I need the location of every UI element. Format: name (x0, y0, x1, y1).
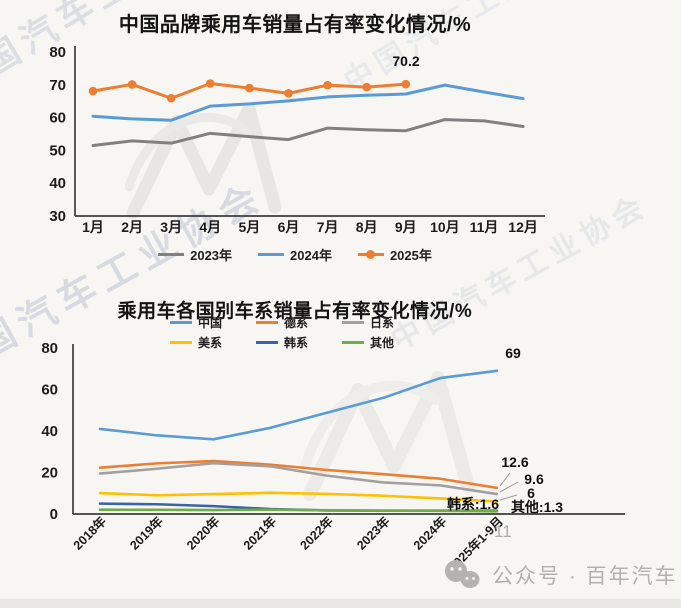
svg-text:60: 60 (49, 110, 66, 127)
svg-text:20: 20 (41, 465, 58, 482)
bottom-chart-value-label-american: 6 (527, 485, 535, 501)
svg-text:2023年: 2023年 (354, 513, 393, 552)
svg-text:80: 80 (41, 340, 58, 357)
bottom-chart-value-label-korean: 韩系:1.6 (446, 496, 500, 512)
svg-text:2020年: 2020年 (183, 513, 222, 552)
legend-item-2025: 2025年 (357, 245, 432, 264)
legend-label: 美系 (198, 336, 223, 350)
svg-text:9月: 9月 (395, 219, 417, 235)
svg-text:40: 40 (49, 175, 66, 192)
legend-line-swatch (158, 253, 185, 256)
top-chart-title: 中国品牌乘用车销量占有率变化情况/% (118, 14, 472, 36)
svg-text:60: 60 (41, 382, 58, 399)
legend-line-swatch (258, 253, 285, 256)
footer: 公众号 · 百年汽车 (442, 558, 678, 592)
svg-text:12月: 12月 (508, 219, 538, 235)
legend-item-china: 中国 (170, 314, 256, 331)
legend-item-korean: 韩系 (256, 334, 342, 351)
legend-line-swatch (342, 341, 364, 344)
svg-text:80: 80 (49, 44, 66, 61)
svg-text:10月: 10月 (430, 219, 460, 235)
legend-line-swatch (357, 250, 384, 259)
legend-label: 2023年 (190, 248, 233, 263)
legend-label: 其他 (370, 336, 395, 350)
svg-text:8月: 8月 (356, 219, 378, 235)
legend-label: 中国 (198, 316, 223, 330)
legend-label: 韩系 (284, 336, 309, 350)
legend-item-2024: 2024年 (258, 245, 332, 264)
svg-text:6月: 6月 (278, 219, 300, 235)
svg-text:11月: 11月 (470, 219, 499, 235)
legend-item-german: 德系 (256, 314, 342, 331)
page-number: 11 (494, 522, 512, 541)
top-chart-value-label: 70.2 (392, 53, 420, 69)
bottom-edge-strip (0, 599, 681, 608)
legend-item-american: 美系 (170, 334, 256, 351)
wechat-icon (445, 560, 480, 588)
svg-text:2021年: 2021年 (240, 513, 279, 552)
legend-line-swatch (170, 321, 192, 324)
bottom-chart-value-label-german: 12.6 (501, 454, 529, 470)
legend-line-swatch (256, 321, 278, 324)
legend-line-swatch (170, 341, 192, 344)
svg-text:2018年: 2018年 (70, 513, 109, 552)
legend-item-2023: 2023年 (158, 245, 232, 264)
top-chart-legend: 2023年 2024年 2025年 (60, 245, 530, 264)
top-chart-canvas: 30 40 50 60 70 80 1月 2月 3月 4月 5月 6月 7月 8月 9月 10月 11月 12月 (49, 44, 545, 235)
svg-text:0: 0 (50, 506, 58, 523)
svg-text:2月: 2月 (121, 219, 143, 235)
legend-label: 2024年 (290, 248, 332, 263)
svg-text:40: 40 (41, 423, 58, 440)
legend-label: 德系 (284, 316, 309, 330)
legend-line-swatch (256, 341, 278, 344)
legend-line-swatch (342, 321, 364, 324)
svg-text:2019年: 2019年 (127, 513, 166, 552)
bottom-chart-value-label-china: 69 (505, 345, 521, 361)
svg-text:7月: 7月 (317, 219, 339, 235)
svg-text:2022年: 2022年 (297, 513, 336, 552)
bottom-chart-legend: 中国 德系 日系 美系 韩系 其他 (170, 314, 428, 351)
legend-item-japanese: 日系 (342, 314, 428, 331)
svg-text:1月: 1月 (82, 219, 104, 235)
svg-text:70: 70 (49, 77, 66, 94)
svg-text:4月: 4月 (199, 219, 221, 235)
svg-text:3月: 3月 (160, 219, 182, 235)
svg-text:2024年: 2024年 (410, 513, 449, 552)
bottom-chart-value-label-japanese: 9.6 (524, 471, 544, 487)
svg-text:5月: 5月 (239, 219, 261, 235)
bottom-chart-value-label-other: 其他:1.3 (510, 499, 564, 515)
bottom-chart-title: 乘用车各国别车系销量占有率变化情况/% (117, 301, 473, 322)
svg-text:30: 30 (49, 208, 66, 225)
legend-item-other: 其他 (342, 334, 428, 351)
legend-label: 日系 (370, 316, 395, 330)
svg-text:50: 50 (49, 142, 66, 159)
legend-label: 2025年 (389, 248, 432, 263)
footer-label: 公众号 · 百年汽车 (492, 565, 678, 588)
